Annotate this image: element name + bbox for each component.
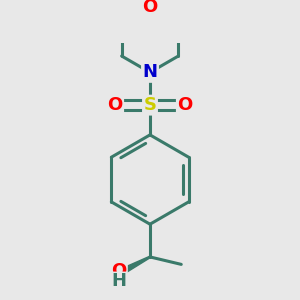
Text: O: O <box>142 0 158 16</box>
Text: S: S <box>143 96 157 114</box>
Text: O: O <box>107 96 123 114</box>
Polygon shape <box>120 256 150 274</box>
Text: O: O <box>111 262 126 280</box>
Text: O: O <box>177 96 193 114</box>
Text: N: N <box>142 63 158 81</box>
Text: H: H <box>111 272 126 290</box>
